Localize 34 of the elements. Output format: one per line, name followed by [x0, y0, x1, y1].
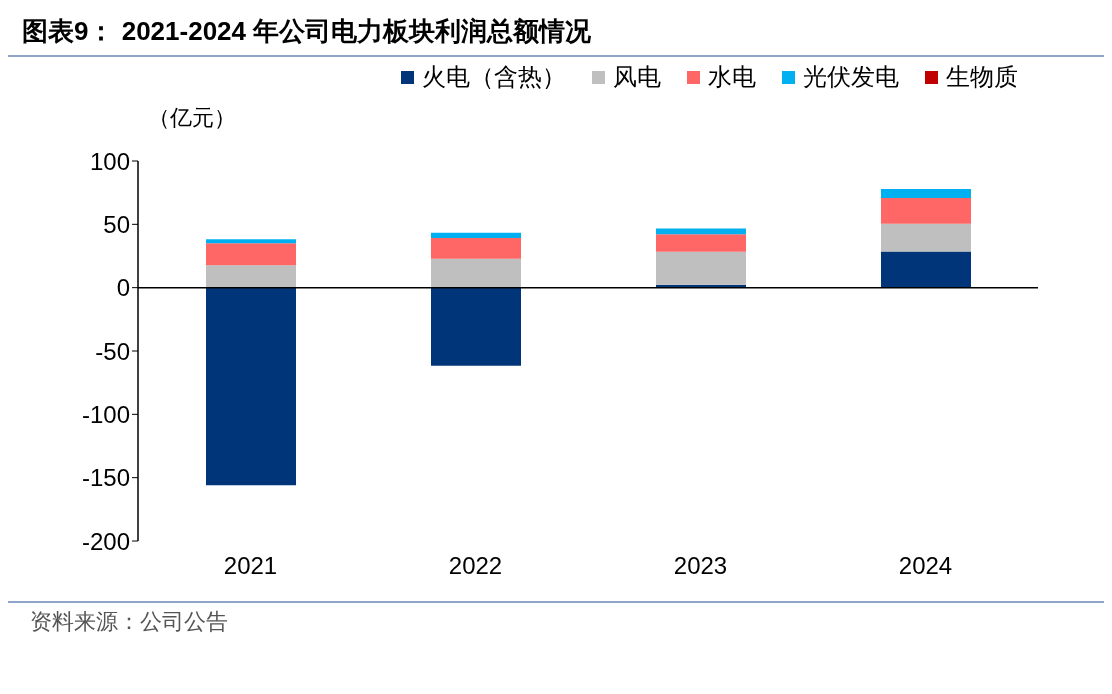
x-tick-label: 2021 — [223, 552, 278, 580]
bar — [431, 238, 521, 259]
bar — [881, 198, 971, 224]
bar — [881, 189, 971, 199]
x-tick-label: 2023 — [673, 552, 728, 580]
legend-label: 生物质 — [945, 62, 1018, 92]
bar — [431, 232, 521, 239]
bar — [656, 251, 746, 285]
x-tick-label: 2024 — [898, 552, 953, 580]
y-tick-label: 50 — [103, 210, 130, 238]
legend-label: 水电 — [707, 62, 756, 92]
bar — [206, 287, 296, 486]
legend-label: 风电 — [612, 62, 661, 92]
y-tick-label: -150 — [81, 464, 130, 492]
bar — [206, 265, 296, 288]
bar — [431, 287, 521, 366]
bar — [656, 228, 746, 235]
bar — [206, 243, 296, 266]
text: 资料来源：公司公告 — [30, 608, 229, 636]
legend-label: 光伏发电 — [802, 62, 899, 92]
x-tick-label: 2022 — [448, 552, 503, 580]
y-tick-label: -50 — [95, 337, 130, 365]
legend-label: 火电（含热） — [421, 62, 566, 92]
bar — [881, 251, 971, 288]
chart-title: 图表9： 2021-2024 年公司电力板块利润总额情况 — [8, 8, 1104, 57]
y-axis-title: （亿元） — [148, 104, 236, 132]
y-tick-label: -100 — [81, 400, 130, 428]
bar — [881, 223, 971, 252]
bar — [206, 239, 296, 244]
bar — [656, 234, 746, 252]
y-tick-label: 0 — [116, 274, 130, 302]
y-tick-label: -200 — [81, 527, 130, 555]
bar — [431, 258, 521, 288]
y-tick-label: 100 — [89, 147, 130, 175]
